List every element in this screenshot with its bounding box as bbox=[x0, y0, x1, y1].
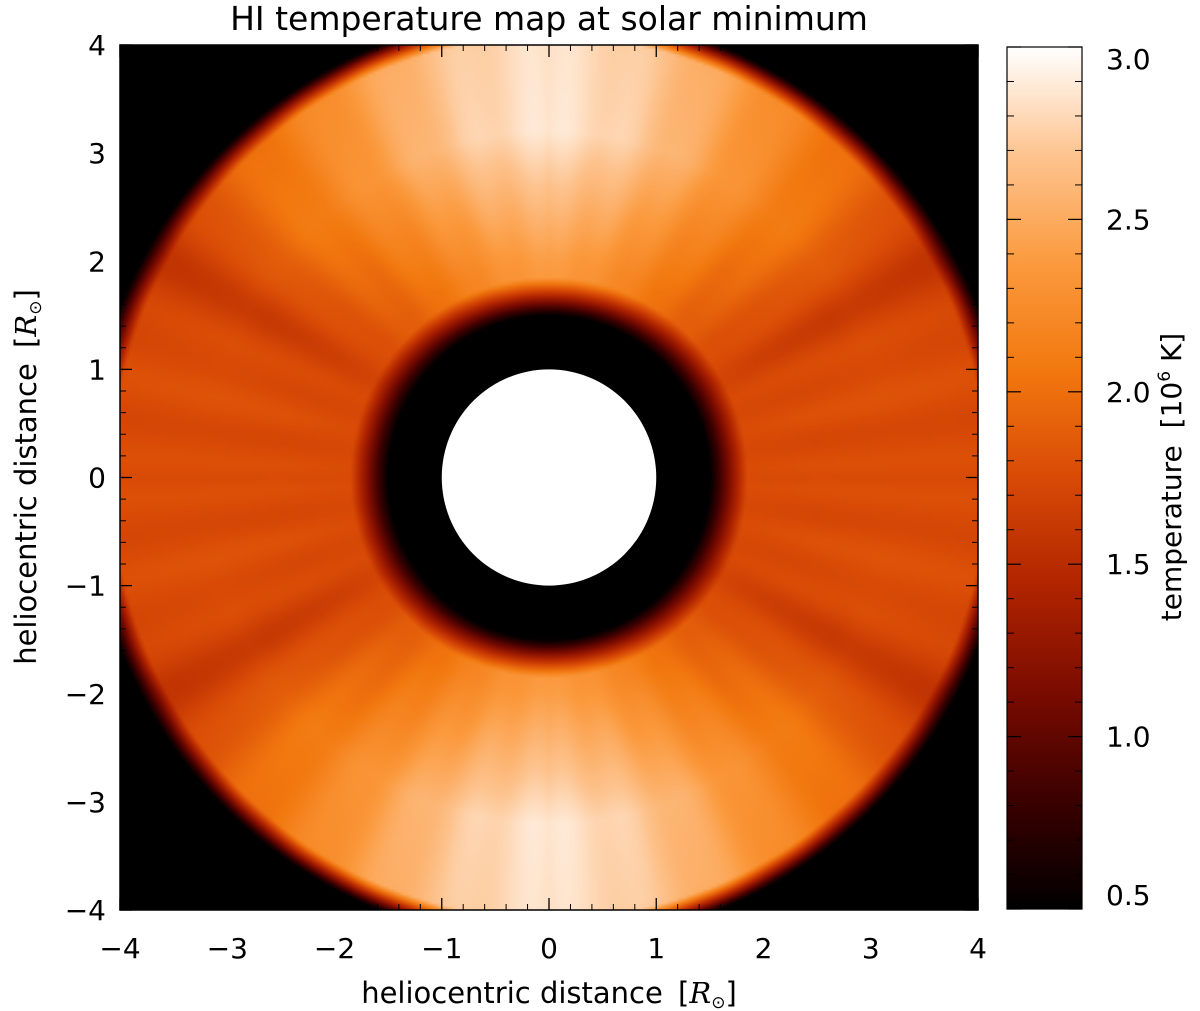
colorbar-tick-label: 2.5 bbox=[1106, 203, 1151, 236]
x-tick-label: 4 bbox=[969, 932, 987, 965]
colorbar-tick-label: 2.0 bbox=[1106, 376, 1151, 409]
x-unit-bracket-close: ] bbox=[725, 976, 736, 1010]
x-unit-bracket-open: [ bbox=[678, 976, 689, 1010]
x-tick-label: 0 bbox=[540, 932, 558, 965]
colorbar: 0.5 1.0 1.5 2.0 2.5 3.0 bbox=[1006, 43, 1151, 912]
y-tick-label: 2 bbox=[88, 245, 106, 278]
colorbar-tick-label: 1.5 bbox=[1106, 548, 1151, 581]
x-tick-label: 1 bbox=[647, 932, 665, 965]
colorbar-ticks: 0.5 1.0 1.5 2.0 2.5 3.0 bbox=[1007, 43, 1151, 912]
y-axis-label: heliocentric distance [R⊙] bbox=[9, 289, 46, 665]
colorbar-label-group: temperature [106 K] bbox=[1155, 333, 1188, 622]
y-tick-label: −2 bbox=[65, 678, 106, 711]
x-axis-label: heliocentric distance [R⊙] bbox=[361, 976, 737, 1011]
y-tick-label: 1 bbox=[88, 353, 106, 386]
y-tick-label: −1 bbox=[65, 570, 106, 603]
x-tick-label: −3 bbox=[207, 932, 248, 965]
x-tick-label: −2 bbox=[314, 932, 355, 965]
y-tick-label: −3 bbox=[65, 786, 106, 819]
colorbar-tick-label: 1.0 bbox=[1106, 721, 1151, 754]
colorbar-label: temperature [106 K] bbox=[1155, 333, 1188, 622]
y-tick-label: 4 bbox=[88, 29, 106, 62]
x-tick-label: −4 bbox=[99, 932, 140, 965]
y-axis-label-group: heliocentric distance [R⊙] bbox=[9, 289, 46, 665]
occulter-disk bbox=[441, 369, 657, 586]
y-tick-label: 3 bbox=[88, 137, 106, 170]
x-tick-label: −1 bbox=[421, 932, 462, 965]
x-axis: −4 −3 −2 −1 0 1 2 3 4 bbox=[99, 45, 987, 965]
y-axis: −4 −3 −2 −1 0 1 2 3 4 bbox=[65, 29, 978, 927]
colorbar-tick-label: 0.5 bbox=[1106, 879, 1151, 912]
y-tick-label: −4 bbox=[65, 894, 106, 927]
colorbar-tick-label: 3.0 bbox=[1106, 43, 1151, 76]
chart-title: HI temperature map at solar minimum bbox=[230, 0, 868, 38]
y-tick-label: 0 bbox=[88, 462, 106, 495]
plot-area bbox=[119, 44, 979, 911]
x-tick-label: 3 bbox=[862, 932, 880, 965]
colorbar-bar bbox=[1006, 46, 1083, 910]
x-tick-label: 2 bbox=[755, 932, 773, 965]
